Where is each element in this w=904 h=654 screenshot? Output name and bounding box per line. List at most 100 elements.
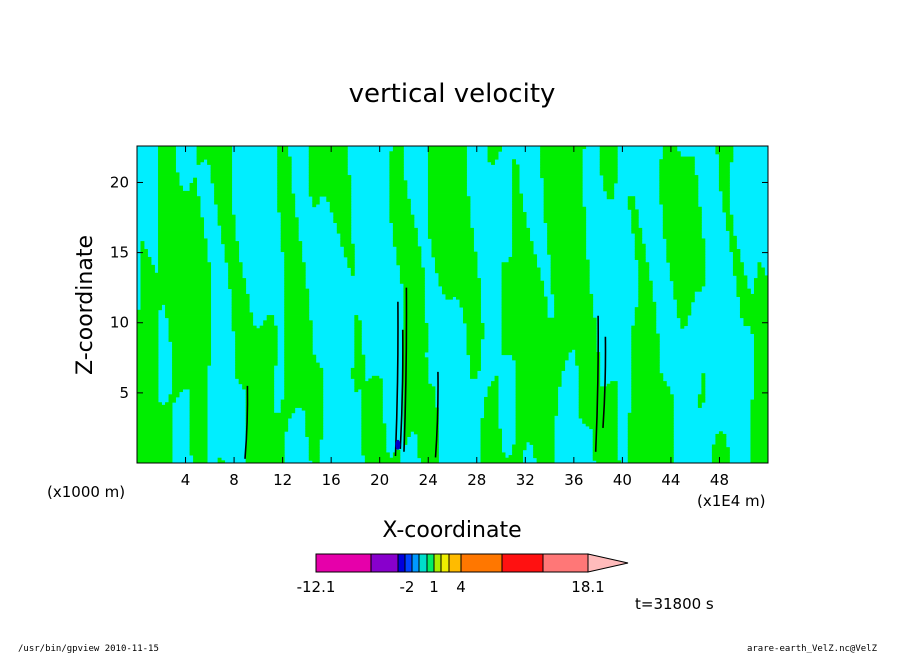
- colorbar-swatch: [460, 553, 503, 573]
- updraft-region: [193, 460, 208, 463]
- updraft-region: [277, 188, 292, 192]
- updraft-region: [284, 291, 310, 295]
- updraft-region: [638, 270, 650, 274]
- updraft-region: [172, 349, 212, 353]
- updraft-region: [168, 399, 176, 403]
- x-tick-label: 24: [419, 471, 438, 489]
- updraft-region: [312, 201, 320, 205]
- updraft-region: [354, 317, 359, 321]
- updraft-region: [753, 288, 768, 292]
- updraft-region: [235, 375, 275, 379]
- updraft-region: [308, 182, 352, 187]
- updraft-region: [308, 193, 352, 197]
- updraft-region: [718, 180, 730, 184]
- updraft-region: [284, 389, 324, 393]
- updraft-region: [140, 296, 212, 300]
- updraft-region: [627, 206, 636, 210]
- updraft-region: [137, 415, 173, 419]
- updraft-region: [634, 307, 657, 311]
- updraft-region: [533, 447, 555, 451]
- updraft-region: [392, 452, 401, 456]
- updraft-region: [491, 381, 499, 385]
- updraft-region: [547, 246, 587, 250]
- updraft-region: [659, 175, 699, 179]
- updraft-region: [168, 338, 212, 342]
- updraft-region: [540, 172, 583, 176]
- updraft-region: [158, 161, 176, 165]
- updraft-region: [743, 317, 768, 321]
- updraft-region: [554, 304, 594, 308]
- updraft-region: [427, 190, 467, 194]
- updraft-region: [431, 246, 474, 250]
- updraft-region: [245, 402, 275, 406]
- updraft-region: [554, 299, 594, 303]
- updraft-region: [172, 370, 208, 374]
- updraft-region: [266, 317, 275, 321]
- updraft-region: [470, 359, 481, 364]
- updraft-region: [515, 428, 555, 432]
- updraft-region: [137, 381, 159, 385]
- updraft-region: [403, 293, 425, 297]
- updraft-region: [305, 433, 324, 437]
- updraft-region: [389, 188, 408, 192]
- updraft-region: [235, 346, 278, 350]
- updraft-region: [515, 407, 559, 411]
- updraft-region: [389, 206, 411, 210]
- updraft-region: [753, 396, 768, 400]
- updraft-region: [158, 156, 176, 160]
- updraft-region: [427, 235, 474, 239]
- updraft-region: [515, 386, 559, 390]
- updraft-region: [592, 449, 618, 453]
- updraft-region: [501, 272, 541, 276]
- updraft-region: [515, 404, 559, 408]
- updraft-region: [631, 391, 671, 395]
- updraft-region: [578, 412, 618, 416]
- updraft-region: [417, 444, 439, 448]
- updraft-region: [245, 449, 285, 453]
- updraft-region: [427, 196, 471, 200]
- updraft-region: [308, 159, 348, 163]
- updraft-region: [354, 357, 366, 361]
- updraft-region: [662, 227, 702, 231]
- updraft-region: [470, 365, 481, 369]
- updraft-region: [284, 307, 310, 311]
- updraft-region: [501, 322, 597, 327]
- updraft-region: [350, 375, 366, 379]
- updraft-region: [308, 175, 352, 179]
- updraft-region: [389, 161, 404, 165]
- updraft-region: [277, 206, 296, 210]
- updraft-region: [284, 317, 310, 321]
- updraft-region: [361, 420, 383, 424]
- updraft-region: [137, 333, 159, 337]
- updraft-region: [515, 402, 559, 406]
- updraft-region: [137, 449, 173, 453]
- updraft-region: [427, 198, 471, 202]
- updraft-region: [676, 312, 692, 316]
- updraft-region: [501, 262, 538, 266]
- updraft-region: [235, 344, 278, 348]
- updraft-region: [676, 315, 688, 319]
- updraft-region: [284, 315, 310, 319]
- updraft-region: [547, 249, 587, 253]
- updraft-region: [631, 375, 664, 379]
- updraft-region: [392, 227, 418, 231]
- updraft-region: [396, 449, 401, 453]
- updraft-region: [172, 391, 180, 395]
- updraft-region: [603, 175, 618, 179]
- updraft-region: [540, 151, 583, 155]
- updraft-region: [403, 346, 429, 350]
- updraft-region: [137, 383, 159, 387]
- updraft-region: [196, 153, 233, 157]
- updraft-region: [753, 346, 768, 350]
- updraft-region: [284, 267, 306, 271]
- updraft-region: [701, 378, 706, 382]
- updraft-region: [284, 299, 310, 303]
- updraft-region: [235, 338, 278, 342]
- updraft-region: [189, 449, 208, 453]
- updraft-region: [137, 441, 173, 445]
- updraft-region: [627, 441, 674, 445]
- updraft-region: [361, 396, 383, 400]
- updraft-region: [659, 159, 695, 163]
- updraft-region: [427, 169, 467, 173]
- updraft-region: [417, 436, 439, 440]
